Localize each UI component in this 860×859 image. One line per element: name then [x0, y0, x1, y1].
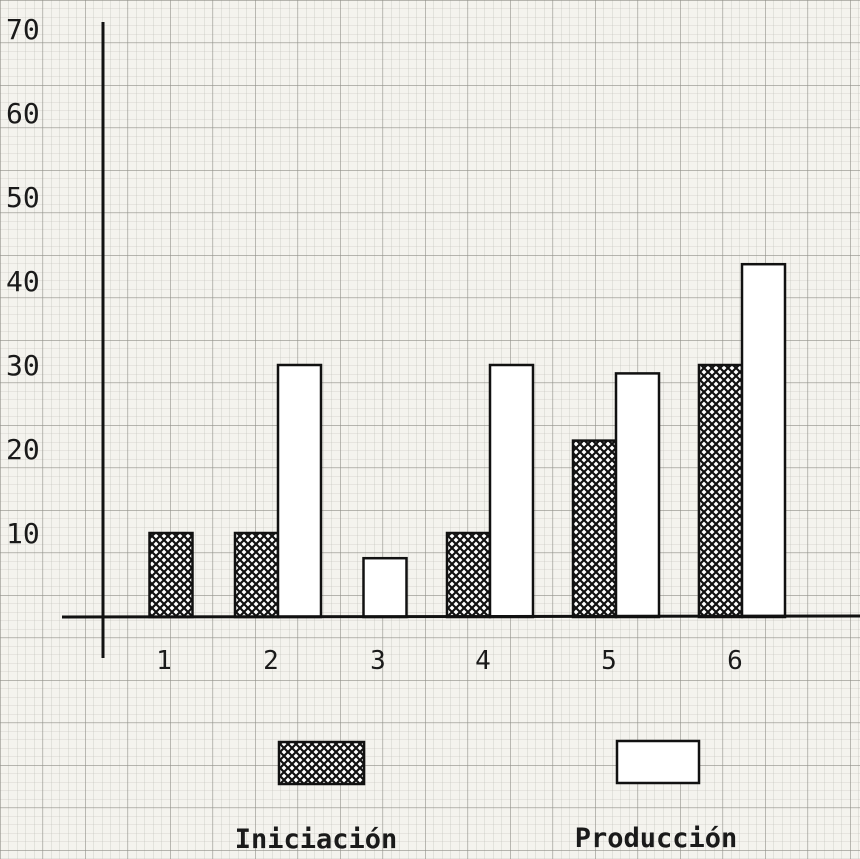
y-tick-label: 10	[6, 517, 40, 550]
y-tick-label: 40	[6, 265, 40, 298]
y-tick-label: 60	[6, 97, 40, 130]
y-tick-labels: 10 20 30 40 50 60 70	[6, 13, 40, 550]
x-tick-label: 2	[263, 646, 279, 676]
bar-produccion-3	[362, 556, 408, 619]
x-tick-label: 5	[601, 646, 617, 676]
legend-swatch-produccion	[615, 739, 701, 785]
bar-iniciacion-6	[697, 363, 744, 619]
y-tick-label: 30	[6, 349, 40, 382]
y-tick-label: 70	[6, 13, 40, 46]
bar-iniciacion-2	[233, 531, 280, 619]
x-tick-label: 4	[475, 646, 491, 676]
y-tick-label: 20	[6, 433, 40, 466]
x-axis	[61, 614, 860, 619]
bars	[148, 262, 787, 619]
bar-iniciacion-1	[148, 531, 194, 619]
x-tick-label: 6	[727, 646, 743, 676]
legend-label-produccion: Producción	[575, 823, 738, 854]
bar-produccion-6	[740, 262, 787, 619]
y-tick-label: 50	[6, 181, 40, 214]
bar-iniciacion-4	[445, 531, 492, 619]
bar-produccion-4	[488, 363, 535, 619]
bar-produccion-2	[276, 363, 323, 619]
bar-produccion-5	[614, 372, 661, 619]
legend: Iniciación Producción	[235, 739, 738, 855]
x-tick-label: 3	[370, 646, 386, 676]
bar-iniciacion-5	[571, 439, 618, 619]
x-tick-labels: 1 2 3 4 5 6	[156, 646, 743, 676]
legend-label-iniciacion: Iniciación	[235, 824, 398, 855]
x-tick-label: 1	[156, 646, 172, 676]
legend-swatch-iniciacion	[277, 740, 366, 786]
